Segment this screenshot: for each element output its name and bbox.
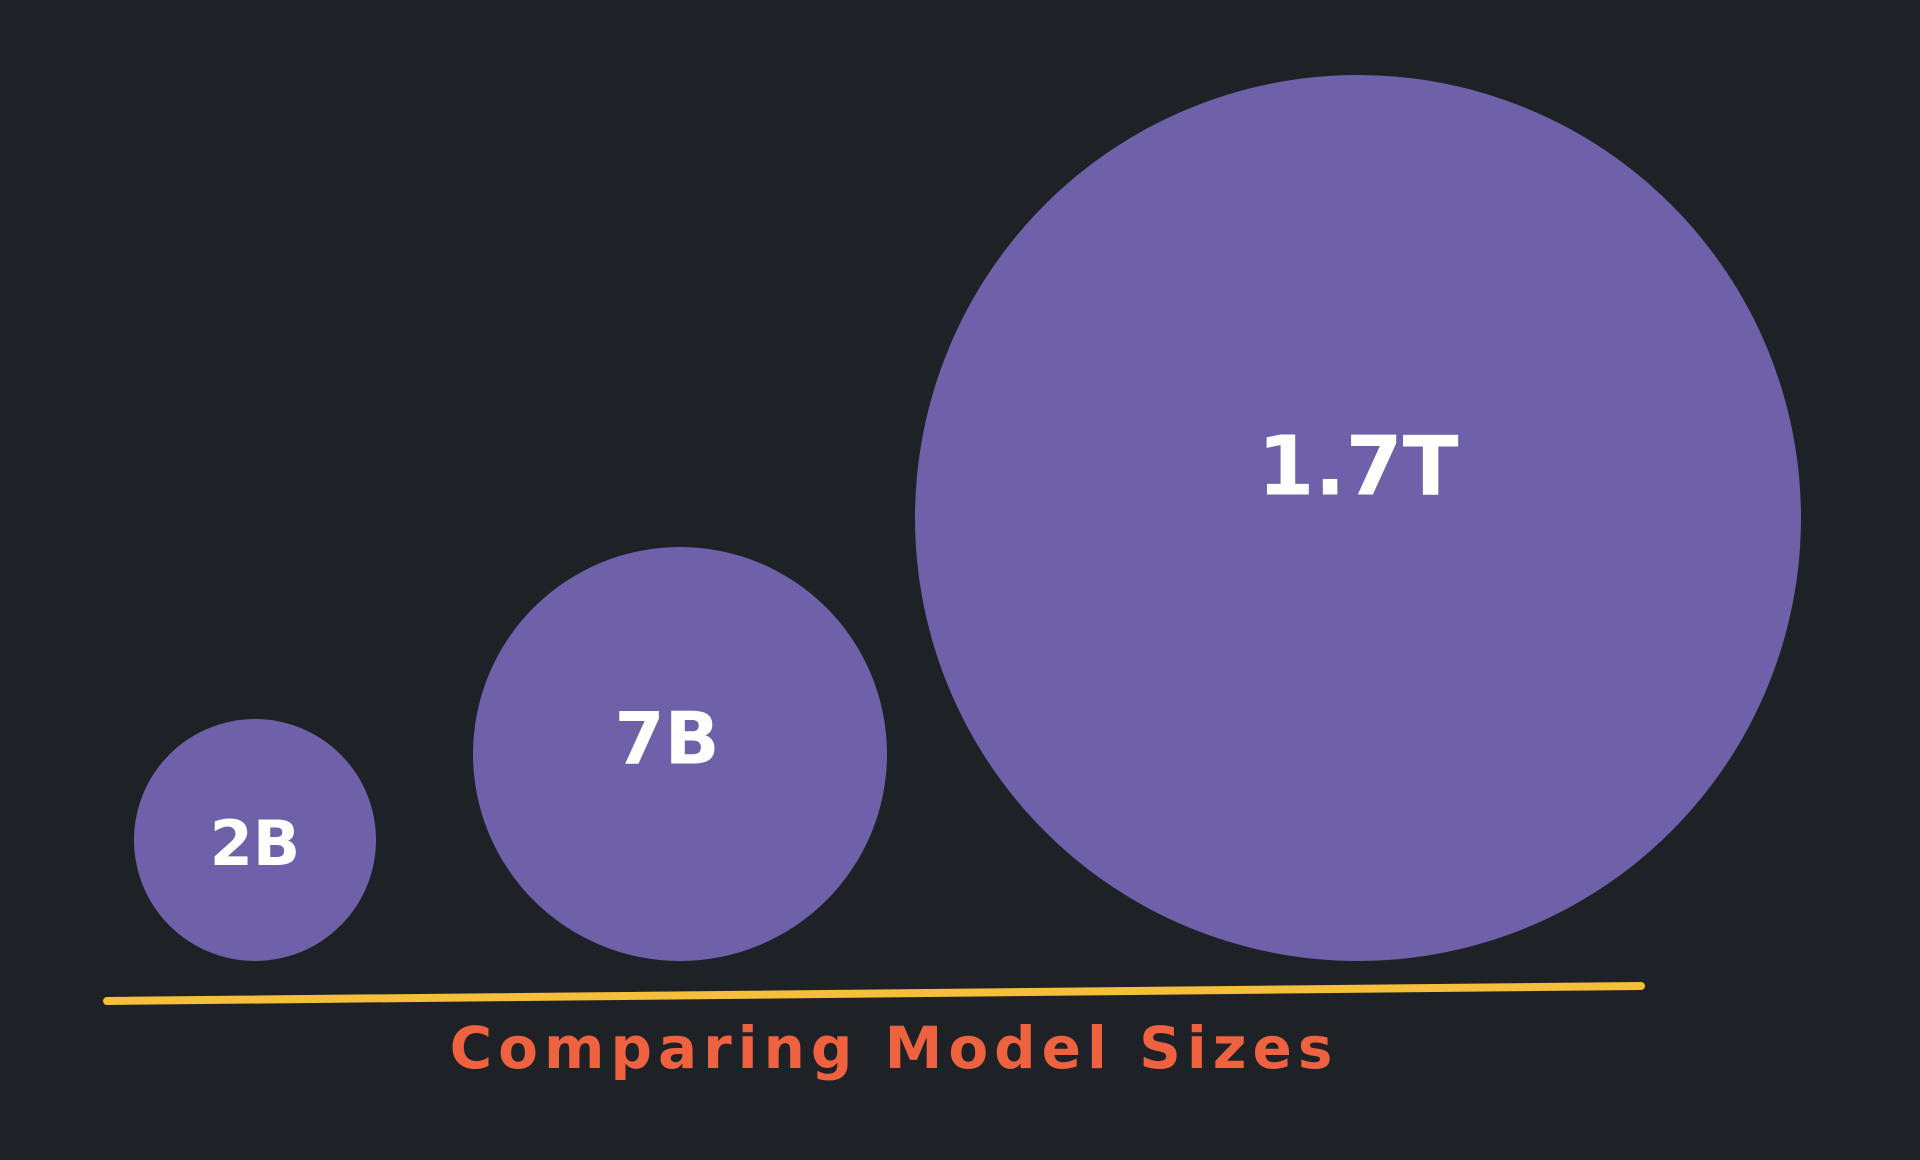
node: 7B — [473, 547, 887, 961]
node-circle — [473, 547, 887, 961]
caption: Comparing Model Sizes — [450, 1014, 1339, 1082]
node-label: 7B — [615, 697, 720, 781]
node-circle — [915, 75, 1801, 961]
node-label: 1.7T — [1257, 419, 1458, 514]
node-label: 2B — [210, 807, 300, 880]
baseline — [103, 982, 1645, 1005]
node-circle — [134, 719, 376, 961]
node: 2B — [134, 719, 376, 961]
node: 1.7T — [915, 75, 1801, 961]
